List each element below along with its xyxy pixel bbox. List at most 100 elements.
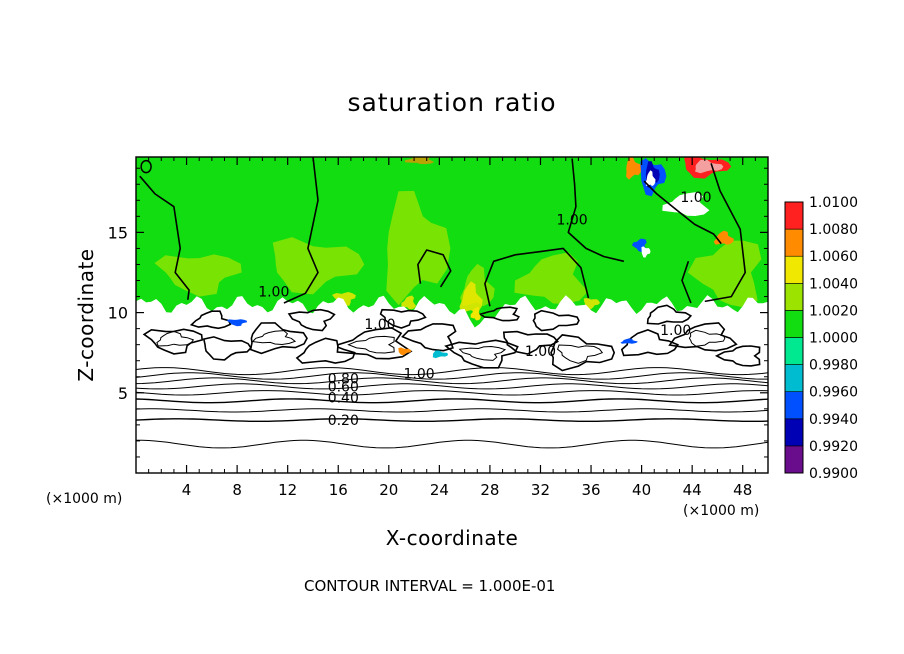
contour-line-1.00 (643, 180, 722, 245)
contour-line-1.00 (681, 261, 692, 304)
x-tick-label: 36 (581, 481, 600, 499)
field-patch-lime (272, 237, 365, 295)
contour-line-1.00 (484, 247, 590, 307)
contour-label: 1.00 (404, 367, 435, 383)
contour-line-1.00 (417, 249, 452, 288)
colorbar-swatch (784, 282, 804, 311)
field-patch-lime (514, 252, 588, 304)
field-patch-orange (626, 157, 642, 180)
contour-line (136, 383, 768, 390)
contour-line-1.00 (567, 158, 625, 263)
contour-line (532, 309, 580, 332)
contour-line-1.00 (139, 175, 190, 300)
contour-label: 0.80 (328, 371, 359, 387)
colorbar-label: 1.0080 (809, 222, 858, 238)
x-tick-label: 28 (480, 481, 499, 499)
contour-line (189, 310, 232, 330)
contour-label: 1.00 (556, 213, 587, 229)
field-patch-yellow (401, 295, 416, 310)
contour-line-1.00 (704, 163, 746, 303)
y-axis-label: Z-coordinate (74, 248, 98, 382)
contour-label: 1.00 (660, 323, 691, 339)
x-axis-label: X-coordinate (385, 526, 519, 550)
x-axis-unit-right: (×1000 m) (683, 503, 760, 519)
contour-line (136, 408, 768, 413)
colorbar-swatch (784, 418, 804, 447)
colorbar-swatch (784, 445, 804, 474)
contour-line (136, 367, 768, 376)
colorbar-label: 1.0100 (809, 195, 858, 211)
contour-line (688, 329, 726, 347)
field-patch-fringe (620, 338, 638, 344)
colorbar-label: 0.9980 (809, 358, 858, 374)
x-tick-label: 12 (278, 481, 297, 499)
colorbar-label: 0.9960 (809, 385, 858, 401)
contour-line (557, 344, 604, 364)
field-patch-lime (386, 190, 451, 306)
colorbar-label: 0.9900 (809, 466, 858, 482)
x-tick-label: 8 (232, 481, 242, 499)
colorbar-swatch (784, 201, 804, 230)
field-patch-white (641, 246, 651, 258)
colorbar-frame (784, 201, 804, 474)
colorbar-label: 0.9940 (809, 412, 858, 428)
contour-interval-note: CONTOUR INTERVAL = 1.000E-01 (304, 577, 556, 595)
contour-line-1.00 (140, 159, 152, 174)
contour-line (202, 336, 252, 361)
colorbar-label: 0.9920 (809, 439, 858, 455)
field-patch-white (645, 170, 656, 187)
field-patch-yellow (332, 292, 356, 306)
contour-line (401, 323, 457, 352)
contour-label: 1.00 (680, 190, 711, 206)
field-patch-yellow (459, 281, 483, 314)
field-patch-fringe (226, 319, 247, 327)
field-patch-fringe (398, 347, 412, 356)
x-tick-label: 24 (430, 481, 449, 499)
contour-line-1.00 (283, 157, 319, 304)
contour-line (458, 345, 507, 361)
contour-line (379, 308, 427, 329)
colorbar-label: 1.0000 (809, 331, 858, 347)
colorbar-swatch (784, 391, 804, 420)
y-tick-label: 15 (108, 223, 128, 242)
contour-line (136, 372, 768, 380)
contour-line (136, 398, 768, 404)
field-patch-yellow (583, 298, 600, 310)
contour-line (136, 390, 768, 396)
contour-line (295, 337, 356, 364)
contour-label: 1.00 (525, 344, 556, 360)
contour-line (142, 328, 204, 355)
contour-line (251, 330, 297, 346)
contour-label: 0.60 (328, 379, 359, 395)
contour-line (136, 418, 768, 422)
contour-line (668, 322, 738, 352)
x-tick-label: 40 (632, 481, 651, 499)
contour-line (347, 335, 395, 354)
contour-line (336, 326, 413, 360)
field-patch-fringe (432, 350, 449, 359)
colorbar-swatch (784, 310, 804, 338)
contour-label: 1.00 (258, 285, 289, 301)
contour-line (136, 439, 768, 449)
subsaturated-region (136, 295, 768, 473)
contour-line (136, 377, 768, 385)
x-tick-label: 44 (683, 481, 702, 499)
contour-line (444, 339, 519, 369)
colorbar-swatch (784, 337, 804, 365)
colorbar-swatch (784, 255, 804, 284)
x-tick-label: 20 (379, 481, 398, 499)
contour-line (502, 330, 559, 355)
x-tick-label: 48 (733, 481, 752, 499)
contour-label: 0.40 (328, 391, 359, 407)
field-patch-fringe (470, 306, 481, 321)
x-axis-unit-left: (×1000 m) (46, 491, 123, 507)
contour-line (646, 304, 693, 325)
contour-line (249, 322, 308, 355)
colorbar-label: 1.0040 (809, 276, 858, 292)
contour-line (620, 329, 680, 357)
contour-line (287, 308, 336, 332)
colorbar-swatch (784, 364, 804, 393)
contour-line (550, 334, 616, 372)
field-patch-pink (695, 159, 724, 174)
